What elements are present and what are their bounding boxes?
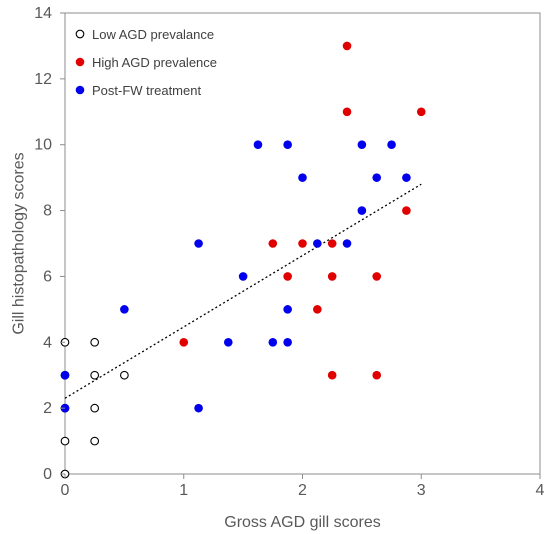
- data-point: [179, 337, 189, 347]
- data-point: [90, 337, 100, 347]
- data-points: [60, 41, 426, 479]
- data-point: [327, 239, 337, 248]
- y-tick-label: 14: [34, 5, 52, 22]
- y-tick-label: 12: [34, 71, 52, 88]
- data-point: [60, 436, 70, 446]
- data-point: [298, 239, 307, 248]
- x-tick-label: 0: [61, 482, 70, 499]
- data-point: [283, 140, 292, 150]
- data-point: [268, 337, 278, 347]
- data-point: [283, 337, 292, 347]
- legend: Low AGD prevalance High AGD prevalence Pos…: [75, 27, 217, 98]
- legend-marker: [75, 29, 85, 39]
- data-point: [327, 370, 337, 380]
- data-point: [402, 173, 411, 182]
- data-point: [90, 436, 100, 446]
- data-point: [194, 239, 203, 248]
- data-point: [194, 403, 203, 413]
- legend-marker: [75, 85, 85, 95]
- data-point: [60, 370, 70, 380]
- data-point: [327, 272, 337, 281]
- data-point: [90, 403, 100, 413]
- series-1: [179, 41, 426, 380]
- y-tick-label: 10: [34, 137, 52, 154]
- data-point: [342, 239, 352, 248]
- data-point: [120, 370, 129, 380]
- data-point: [90, 370, 100, 380]
- data-point: [342, 41, 352, 51]
- x-tick-label: 2: [298, 482, 307, 499]
- x-tick-label: 4: [536, 482, 545, 499]
- y-tick-label: 6: [43, 268, 52, 285]
- y-tick-label: 2: [43, 400, 52, 417]
- data-point: [268, 239, 278, 248]
- data-point: [283, 272, 292, 281]
- data-point: [372, 272, 382, 281]
- trendline: [64, 183, 422, 399]
- trendline-layer: [64, 183, 422, 399]
- series-2: [60, 140, 411, 413]
- data-point: [342, 107, 352, 117]
- data-point: [283, 305, 292, 314]
- data-point: [120, 305, 129, 314]
- legend-marker: [75, 57, 85, 67]
- legend-label: High AGD prevalence: [92, 55, 217, 70]
- data-point: [298, 173, 307, 182]
- data-point: [402, 206, 411, 215]
- legend-label: Post-FW treatment: [92, 83, 201, 98]
- y-axis-title: Gill histopathology scores: [11, 152, 28, 334]
- data-point: [253, 140, 263, 150]
- data-point: [387, 140, 396, 150]
- legend-label: Low AGD prevalance: [92, 27, 214, 42]
- series-0: [60, 337, 129, 479]
- data-point: [238, 272, 248, 281]
- data-point: [357, 206, 367, 215]
- x-axis-title: Gross AGD gill scores: [224, 514, 380, 531]
- data-point: [313, 305, 322, 314]
- data-point: [223, 337, 233, 347]
- y-tick-label: 4: [43, 334, 52, 351]
- data-point: [372, 173, 382, 182]
- x-tick-label: 1: [179, 482, 188, 499]
- data-point: [416, 107, 426, 117]
- data-point: [372, 370, 382, 380]
- y-tick-label: 0: [43, 466, 52, 483]
- data-point: [313, 239, 322, 248]
- x-tick-label: 3: [417, 482, 426, 499]
- y-tick-label: 8: [43, 203, 52, 220]
- data-point: [357, 140, 367, 150]
